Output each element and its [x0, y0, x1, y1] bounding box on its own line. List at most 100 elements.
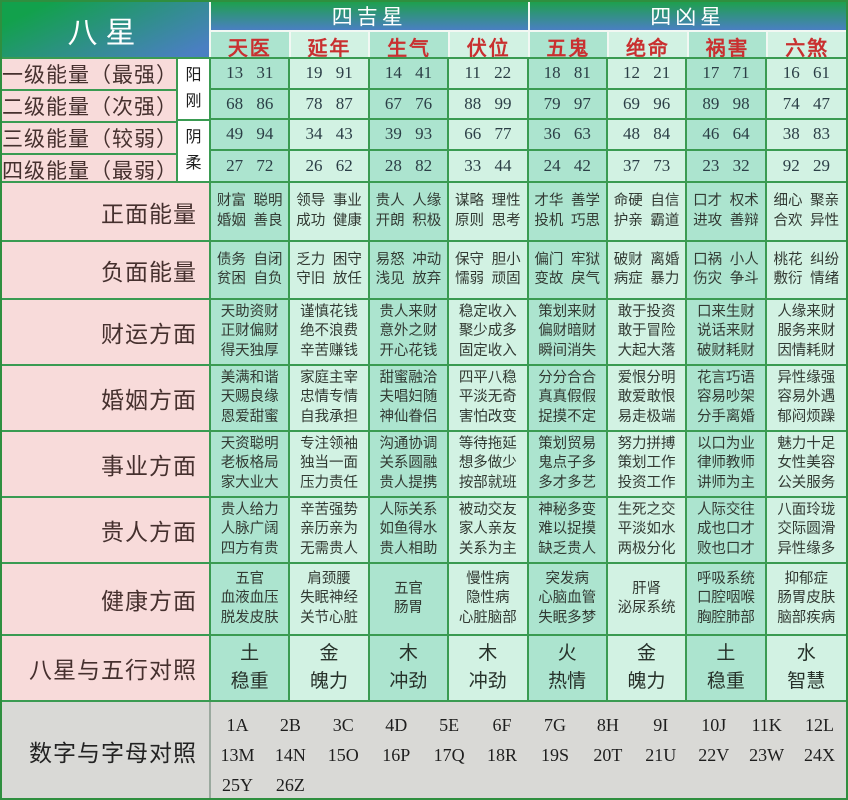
- letter-mapping: 10J: [701, 714, 727, 735]
- aspect-grid: 债务 自闭 贫困 自负 乏力 困守 守旧 放任 易怒 冲动 浅见 放弃 保守 胆小 懦弱 顽固…: [211, 242, 846, 298]
- energy-value: 27 72: [211, 150, 291, 181]
- energy-value: 49 94: [211, 120, 291, 151]
- aspect-cell: 贵人 人缘 开朗 积极: [369, 183, 450, 240]
- energy-value: 38 83: [766, 120, 846, 151]
- aspect-cell: 突发病 心脑血管 失眠多梦: [528, 564, 608, 634]
- energy-value: 19 91: [290, 59, 370, 90]
- aspect-cell: 肩颈腰 失眠神经 关节心脏: [290, 564, 370, 634]
- header-right: 四吉星 四凶星 天医 延年 生气 伏位 五鬼 绝命 祸害 六煞: [211, 2, 846, 61]
- energy-value: 92 29: [766, 150, 846, 181]
- aspect-cell: 呼吸系统 口腔咽喉 胸腔肺部: [687, 564, 767, 634]
- yang-label: 阳刚: [178, 59, 209, 121]
- aspect-cell: 土稳重: [687, 636, 767, 700]
- energy-value: 79 97: [528, 89, 608, 120]
- aspect-cell: 火热情: [528, 636, 608, 700]
- letter-mapping: 25Y: [221, 774, 253, 795]
- aspect-grid: 美满和谐 天赐良缘 恩爱甜蜜 家庭主宰 忠情专情 自我承担 甜蜜融洽 夫唱妇随 神仙眷侣 四平八稳…: [211, 366, 846, 430]
- aspect-cell: 桃花 纠纷 敷衍 情绪: [766, 242, 846, 298]
- yin-yang-column: 阳刚 阴柔: [178, 59, 211, 181]
- aspect-row-2: 负面能量 债务 自闭 贫困 自负 乏力 困守 守旧 放任 易怒 冲动 浅见 放弃 保守 胆小懦…: [2, 240, 846, 298]
- aspect-cell: 人际关系 如鱼得水 贵人相助: [369, 498, 450, 562]
- aspect-cell: 偏门 牢狱 变故 戾气: [528, 242, 608, 298]
- aspect-cell: 辛苦强势 亲历亲为 无需贵人: [290, 498, 370, 562]
- star-header-3: 生气: [368, 32, 448, 61]
- energy-value: 13 31: [211, 59, 291, 90]
- letter-mapping: 17Q: [433, 744, 465, 765]
- energy-value: 68 86: [211, 89, 291, 120]
- energy-value: 33 44: [449, 150, 529, 181]
- energy-labels: 一级能量（最强） 二级能量（次强） 三级能量（较弱） 四级能量（最弱）: [2, 59, 178, 185]
- letter-mapping: 20T: [593, 744, 623, 765]
- aspect-cell: 易怒 冲动 浅见 放弃: [369, 242, 450, 298]
- aspect-cell: 肝肾 泌尿系统: [607, 564, 688, 634]
- letters-label: 数字与字母对照: [2, 702, 211, 798]
- aspect-cell: 家庭主宰 忠情专情 自我承担: [290, 366, 370, 430]
- letter-mapping: 21U: [645, 744, 677, 765]
- energy-value: 74 47: [766, 89, 846, 120]
- aspect-cell: 生死之交 平淡如水 两极分化: [607, 498, 688, 562]
- letter-mapping: 9I: [653, 714, 669, 735]
- energy-value: 36 63: [528, 120, 608, 151]
- energy-value: 34 43: [290, 120, 370, 151]
- aspect-row-4: 婚姻方面 美满和谐 天赐良缘 恩爱甜蜜 家庭主宰 忠情专情 自我承担 甜蜜融洽 夫唱妇随 神仙眷侣…: [2, 364, 846, 430]
- energy-value: 18 81: [528, 59, 608, 90]
- aspect-row-label: 正面能量: [2, 183, 211, 240]
- aspect-cell: 异性缘强 容易外遇 郁闷烦躁: [766, 366, 846, 430]
- aspect-cell: 天助资财 正财偏财 得天独厚: [211, 300, 291, 364]
- energy-value: 88 99: [449, 89, 529, 120]
- energy-value: 16 61: [766, 59, 846, 90]
- aspect-cell: 金魄力: [290, 636, 370, 700]
- aspect-cell: 保守 胆小 懦弱 顽固: [449, 242, 529, 298]
- table-title: 八星: [2, 2, 211, 57]
- aspect-row-6: 贵人方面 贵人给力 人脉广阔 四方有贵 辛苦强势 亲历亲为 无需贵人 人际关系 如鱼得水 贵人相助…: [2, 496, 846, 562]
- aspect-cell: 五官 肠胃: [369, 564, 450, 634]
- aspect-cell: 四平八稳 平淡无奇 害怕改变: [449, 366, 529, 430]
- aspect-row-label: 贵人方面: [2, 498, 211, 562]
- energy-value: 67 76: [369, 89, 450, 120]
- aspect-cell: 金魄力: [607, 636, 688, 700]
- aspect-row-label: 财运方面: [2, 300, 211, 364]
- letter-mapping: 23W: [749, 744, 785, 765]
- aspect-cell: 等待拖延 想多做少 按部就班: [449, 432, 529, 496]
- aspect-cell: 水智慧: [766, 636, 846, 700]
- aspect-cell: 领导 事业 成功 健康: [290, 183, 370, 240]
- letter-mapping: 1A: [226, 714, 249, 735]
- energy-value: 12 21: [607, 59, 688, 90]
- aspect-cell: 以口为业 律师教师 讲师为主: [687, 432, 767, 496]
- aspect-cell: 专注领袖 独当一面 压力责任: [290, 432, 370, 496]
- star-header-2: 延年: [288, 32, 369, 61]
- energy-value: 66 77: [449, 120, 529, 151]
- letter-mapping: 24X: [804, 744, 836, 765]
- star-header-8: 六煞: [766, 32, 846, 61]
- aspect-cell: 人际交往 成也口才 败也口才: [687, 498, 767, 562]
- energy-label-4: 四级能量（最弱）: [2, 155, 178, 185]
- aspect-cell: 贵人给力 人脉广阔 四方有贵: [211, 498, 291, 562]
- star-header-row: 天医 延年 生气 伏位 五鬼 绝命 祸害 六煞: [211, 32, 846, 61]
- aspect-cell: 口祸 小人 伤灾 争斗: [687, 242, 767, 298]
- energy-value: 17 71: [687, 59, 767, 90]
- aspect-grid: 天助资财 正财偏财 得天独厚 谨慎花钱 绝不浪费 辛苦赚钱 贵人来财 意外之财 开心花钱 稳定收入…: [211, 300, 846, 364]
- energy-value: 69 96: [607, 89, 688, 120]
- letter-mapping: 3C: [332, 714, 354, 735]
- energy-grid: 13 31 19 91 14 41 11 22 18 81 12 21 17 71 16 61…: [211, 59, 846, 181]
- aspect-rows: 正面能量 财富 聪明 婚姻 善良 领导 事业 成功 健康 贵人 人缘 开朗 积极 谋略 理性原…: [2, 181, 846, 700]
- aspect-cell: 抑郁症 肠胃皮肤 脑部疾病: [766, 564, 846, 634]
- aspect-cell: 美满和谐 天赐良缘 恩爱甜蜜: [211, 366, 291, 430]
- energy-value: 28 82: [369, 150, 450, 181]
- aspect-cell: 努力拼搏 策划工作 投资工作: [607, 432, 688, 496]
- star-group-row: 四吉星 四凶星: [211, 2, 846, 32]
- aspect-row-label: 负面能量: [2, 242, 211, 298]
- letter-mapping: 15O: [327, 744, 359, 765]
- letter-mapping: 11K: [751, 714, 782, 735]
- aspect-cell: 木冲劲: [369, 636, 450, 700]
- letter-mapping: 26Z: [275, 774, 305, 795]
- aspect-cell: 债务 自闭 贫困 自负: [211, 242, 291, 298]
- aspect-cell: 人缘来财 服务来财 因情耗财: [766, 300, 846, 364]
- aspect-cell: 木冲劲: [449, 636, 529, 700]
- energy-label-2: 二级能量（次强）: [2, 91, 178, 123]
- aspect-row-8: 八星与五行对照土稳重金魄力木冲劲木冲劲火热情金魄力土稳重水智慧: [2, 634, 846, 700]
- letter-mapping: 7G: [543, 714, 566, 735]
- letter-mapping: 5E: [439, 714, 460, 735]
- letter-mapping: 14N: [274, 744, 306, 765]
